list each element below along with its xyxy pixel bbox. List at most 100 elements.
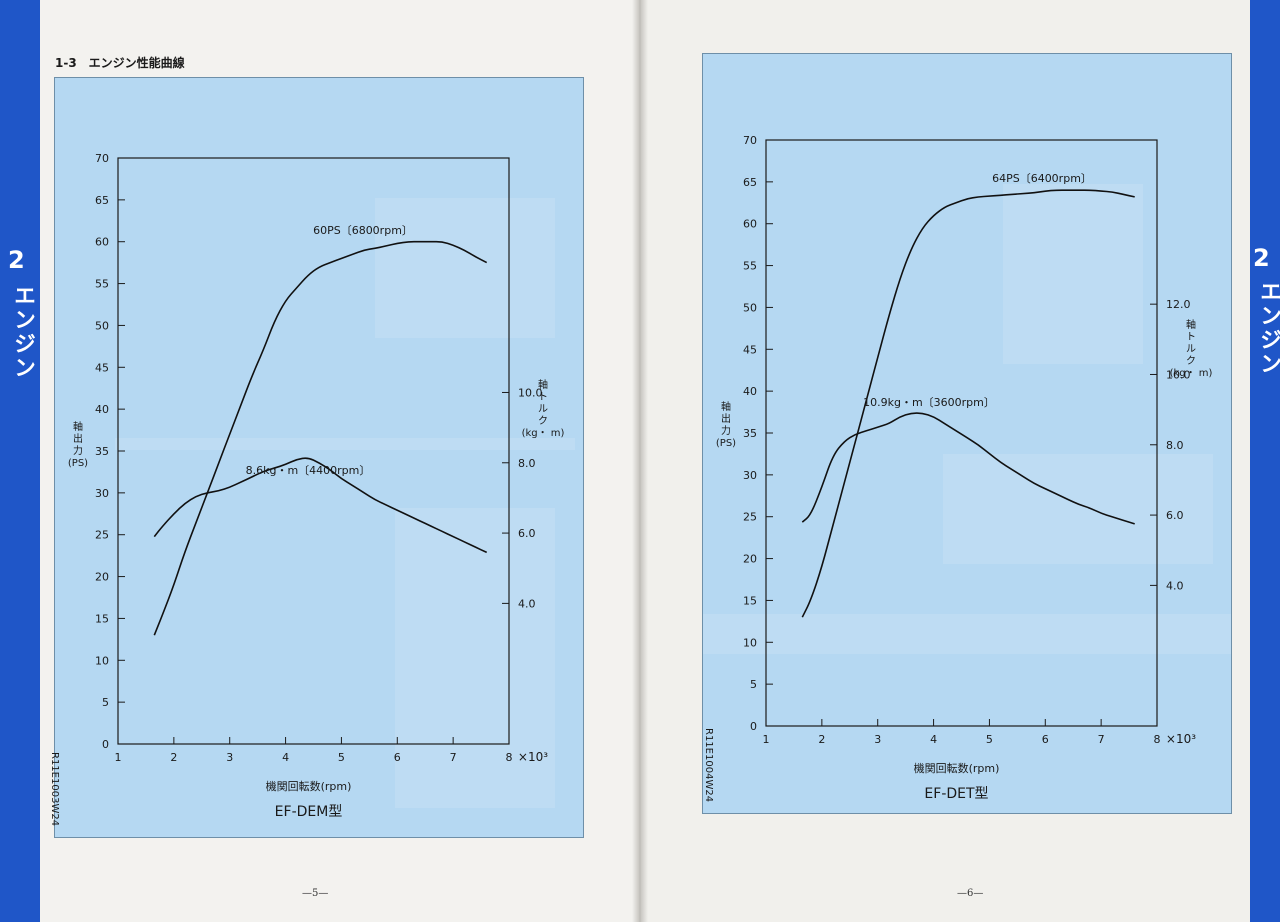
chart-title-dem: EF-DEM型 (275, 804, 343, 820)
y-right-tick-label-dem: 10.0 (518, 386, 543, 399)
torque-annotation-det: 10.9kg・m〔3600rpm〕 (863, 396, 995, 409)
x-tick-label-det: 1 (763, 733, 770, 746)
y-left-tick-label-det: 65 (743, 176, 757, 189)
y-left-tick-label-dem: 10 (95, 654, 109, 667)
y-right-tick-label-det: 6.0 (1166, 509, 1184, 522)
y-left-tick-label-det: 35 (743, 427, 757, 440)
y-right-tick-label-det: 10.0 (1166, 368, 1191, 381)
y-right-axis-label-dem: (kg・ m) (522, 428, 565, 439)
x-tick-label-det: 5 (986, 733, 993, 746)
figure-code-left: R11E1003W24 (49, 752, 60, 827)
y-left-tick-label-dem: 65 (95, 194, 109, 207)
y-left-tick-label-dem: 15 (95, 612, 109, 625)
y-right-axis-label-det: (kg・ m) (1170, 368, 1213, 379)
y-left-tick-label-dem: 55 (95, 278, 109, 291)
power-curve-det (801, 189, 1135, 618)
plot-frame-dem (117, 157, 510, 745)
y-left-tick-label-dem: 50 (95, 319, 109, 332)
y-left-axis-label-det: 力 (721, 424, 731, 437)
x-tick-label-dem: 7 (450, 751, 457, 764)
y-right-axis-label-dem: ト (538, 392, 548, 403)
x-tick-label-dem: 5 (338, 751, 345, 764)
x-multiplier-dem: ×10³ (518, 750, 548, 764)
y-right-tick-label-dem: 8.0 (518, 457, 536, 470)
y-right-axis-label-dem: ル (538, 404, 548, 415)
power-curve-dem (153, 240, 488, 636)
y-right-axis-label-dem: ク (538, 415, 548, 427)
y-left-axis-label-det: (PS) (716, 438, 736, 449)
x-axis-label-det: 機関回転数(rpm) (914, 761, 1000, 775)
y-left-tick-label-det: 25 (743, 511, 757, 524)
x-tick-label-det: 6 (1042, 733, 1049, 746)
y-right-axis-label-det: ト (1186, 332, 1196, 343)
y-left-tick-label-dem: 0 (102, 738, 109, 751)
y-right-tick-label-det: 8.0 (1166, 439, 1184, 452)
y-left-tick-label-det: 20 (743, 553, 757, 566)
y-left-tick-label-det: 0 (750, 720, 757, 733)
x-tick-label-det: 7 (1098, 733, 1105, 746)
y-left-axis-label-dem: (PS) (68, 458, 88, 469)
y-left-axis-label-det: 出 (721, 412, 731, 425)
y-right-tick-label-dem: 4.0 (518, 597, 536, 610)
right-tab-number: 2 (1253, 244, 1270, 272)
y-left-tick-label-dem: 70 (95, 152, 109, 165)
right-chapter-tab (1250, 0, 1280, 922)
book-gutter (632, 0, 648, 922)
y-left-tick-label-dem: 45 (95, 361, 109, 374)
y-left-tick-label-det: 40 (743, 385, 757, 398)
y-left-tick-label-det: 5 (750, 678, 757, 691)
y-right-axis-label-det: ク (1186, 355, 1196, 367)
figure-code-right: R11E1004W24 (703, 728, 714, 803)
y-left-axis-label-dem: 出 (73, 432, 83, 445)
y-right-axis-label-det: ル (1186, 344, 1196, 355)
left-chapter-tab (0, 0, 40, 922)
y-left-tick-label-dem: 60 (95, 236, 109, 249)
x-tick-label-det: 8 (1154, 733, 1161, 746)
y-left-tick-label-dem: 30 (95, 487, 109, 500)
x-tick-label-dem: 2 (170, 751, 177, 764)
y-right-tick-label-det: 12.0 (1166, 298, 1191, 311)
power-annotation-dem: 60PS〔6800rpm〕 (313, 224, 413, 237)
y-left-tick-label-det: 60 (743, 218, 757, 231)
chart-panel-ef-det (702, 53, 1232, 814)
x-tick-label-det: 4 (930, 733, 937, 746)
section-title: 1-3 エンジン性能曲線 (55, 56, 185, 70)
page-number-right: —6— (957, 888, 984, 899)
y-left-axis-label-det: 軸 (721, 400, 731, 413)
x-tick-label-dem: 6 (394, 751, 401, 764)
y-left-tick-label-det: 15 (743, 594, 757, 607)
x-multiplier-det: ×10³ (1166, 732, 1196, 746)
y-left-tick-label-det: 70 (743, 134, 757, 147)
x-tick-label-dem: 1 (115, 751, 122, 764)
y-left-tick-label-det: 45 (743, 343, 757, 356)
power-annotation-det: 64PS〔6400rpm〕 (992, 172, 1092, 185)
y-left-tick-label-dem: 25 (95, 529, 109, 542)
plot-frame-det (765, 139, 1158, 727)
y-left-tick-label-dem: 20 (95, 571, 109, 584)
chart-panel-ef-dem (54, 77, 584, 838)
right-tab-label: エンジン (1256, 280, 1280, 376)
left-tab-number: 2 (8, 246, 25, 274)
y-right-tick-label-det: 4.0 (1166, 579, 1184, 592)
x-tick-label-dem: 4 (282, 751, 289, 764)
y-right-axis-label-det: 軸 (1186, 318, 1196, 331)
y-left-tick-label-det: 55 (743, 260, 757, 273)
x-tick-label-det: 2 (818, 733, 825, 746)
y-left-tick-label-dem: 35 (95, 445, 109, 458)
torque-annotation-dem: 8.6kg・m〔4400rpm〕 (246, 464, 371, 477)
y-right-axis-label-dem: 軸 (538, 378, 548, 391)
left-tab-label: エンジン (10, 284, 35, 380)
torque-curve-dem (153, 457, 488, 554)
x-tick-label-det: 3 (874, 733, 881, 746)
chart-title-det: EF-DET型 (924, 786, 988, 802)
y-left-axis-label-dem: 軸 (73, 420, 83, 433)
y-left-tick-label-det: 50 (743, 301, 757, 314)
y-left-tick-label-det: 30 (743, 469, 757, 482)
page-number-left: —5— (302, 888, 329, 899)
x-axis-label-dem: 機関回転数(rpm) (266, 779, 352, 793)
y-left-axis-label-dem: 力 (73, 444, 83, 457)
torque-curve-det (801, 412, 1135, 525)
y-left-tick-label-det: 10 (743, 636, 757, 649)
x-tick-label-dem: 8 (506, 751, 513, 764)
